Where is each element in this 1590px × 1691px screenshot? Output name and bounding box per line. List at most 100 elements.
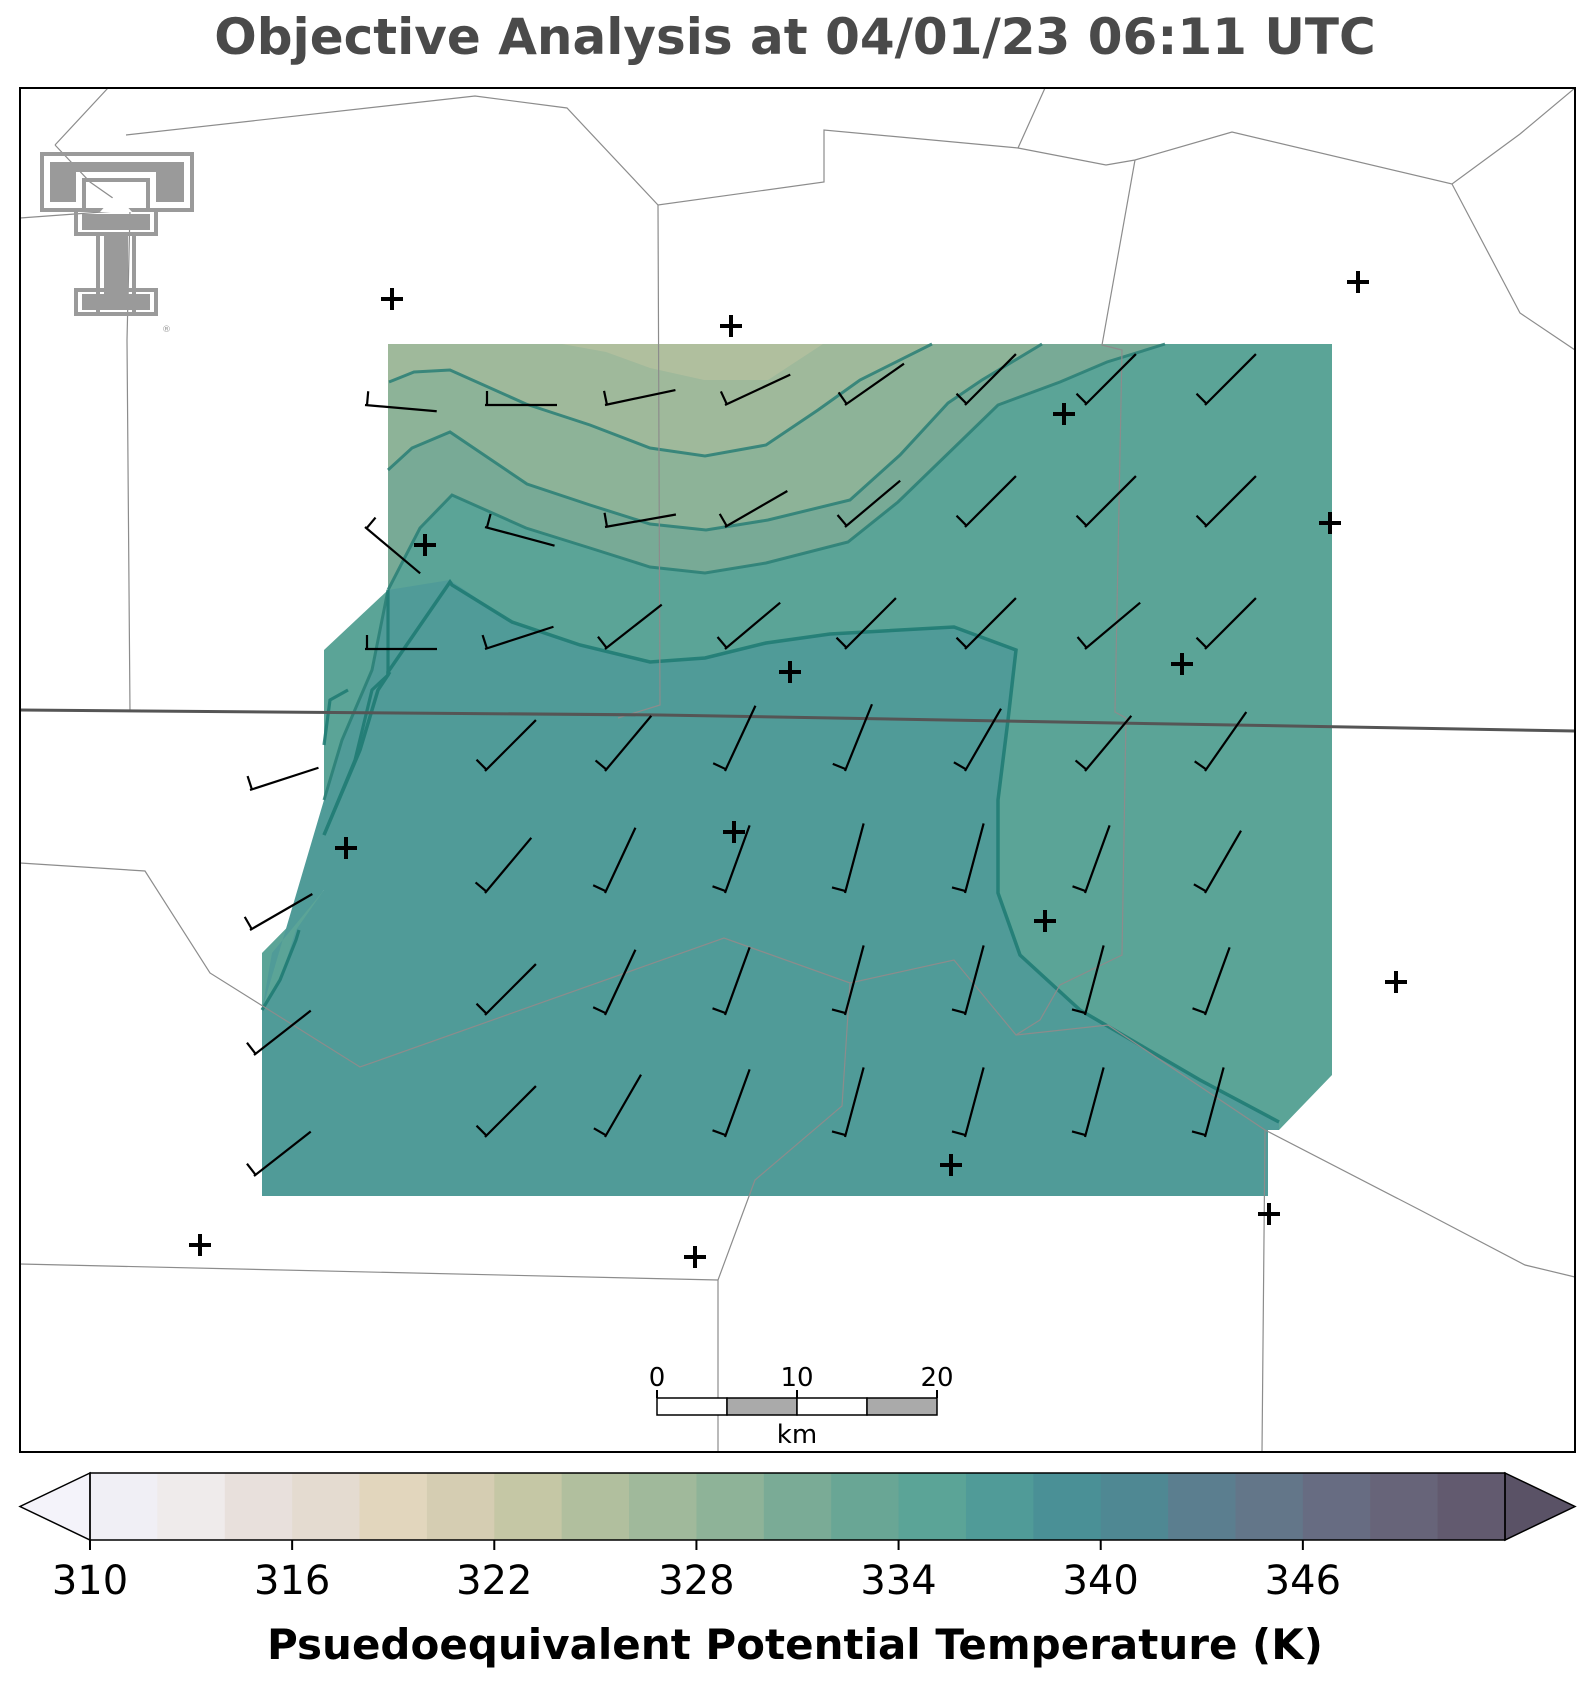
colorbar-tick-label: 310 [52, 1558, 128, 1604]
wind-barb [243, 893, 313, 931]
colorbar: 310 316 322 328 334 340 346 [18, 1471, 1577, 1604]
wind-barb [1075, 475, 1137, 528]
wind-barb [246, 1130, 312, 1177]
scale-bar: 0 10 20 km [649, 1363, 954, 1450]
wind-barb [1195, 597, 1257, 650]
station-marker [1319, 512, 1341, 534]
station-marker [720, 315, 742, 337]
wind-barb [475, 963, 537, 1016]
band-322-324 [388, 344, 932, 456]
station-marker [189, 1234, 211, 1256]
colorbar-bin [831, 1473, 900, 1540]
colorbar-bin [292, 1473, 361, 1540]
colorbar-bin [224, 1473, 293, 1540]
colorbar-bin [1370, 1473, 1439, 1540]
colorbar-bin [629, 1473, 697, 1540]
contour-line [386, 342, 1166, 591]
colorbar-bin [561, 1473, 630, 1540]
colorbar-tick-label: 340 [1063, 1558, 1139, 1604]
contour-line [388, 342, 933, 458]
wind-barb [955, 597, 1017, 650]
wind-barb [1194, 711, 1248, 772]
colorbar-bin [898, 1473, 967, 1540]
scale-bar-seg [866, 1397, 938, 1416]
station-marker [381, 288, 403, 310]
map-title: Objective Analysis at 04/01/23 06:11 UTC [214, 8, 1376, 66]
wind-barb [594, 715, 653, 772]
scale-bar-unit: km [777, 1420, 817, 1450]
wind-barb [593, 1074, 642, 1138]
colorbar-bin [494, 1473, 563, 1540]
wind-barb [475, 1085, 537, 1138]
wind-barb [485, 391, 557, 407]
colorbar-bin [696, 1473, 765, 1540]
wind-barbs [243, 353, 1257, 1177]
wind-barb [955, 475, 1017, 528]
station-marker [414, 534, 436, 556]
wind-barb [246, 766, 319, 792]
station-marker [1053, 403, 1075, 425]
wind-barb [953, 708, 1002, 772]
wind-barb [481, 625, 554, 651]
colorbar-bin [763, 1473, 832, 1540]
state-border [20, 708, 1575, 733]
wind-barb [597, 603, 663, 650]
wind-barb [364, 516, 421, 575]
wind-barb [831, 823, 865, 894]
scale-bar-label-0: 0 [649, 1363, 666, 1393]
colorbar-bin [965, 1473, 1034, 1540]
station-marker [1258, 1203, 1280, 1225]
colorbar-bin [1235, 1473, 1304, 1540]
wind-barb [603, 512, 677, 529]
wind-barb [246, 1009, 312, 1056]
wind-barb [592, 949, 637, 1016]
wind-barb [718, 490, 788, 528]
station-marker [1171, 653, 1193, 675]
colorbar-bin [426, 1473, 495, 1540]
wind-barb [836, 479, 901, 528]
station-marker [1347, 271, 1369, 293]
scale-bar-seg [656, 1397, 728, 1416]
wind-barb [1075, 353, 1137, 406]
colorbar-tick-label: 322 [456, 1558, 532, 1604]
wind-barb [719, 373, 791, 406]
wind-barb [365, 635, 437, 651]
wind-barb [831, 1067, 865, 1138]
station-marker [723, 821, 745, 843]
station-marker [684, 1246, 706, 1268]
colorbar-under-triangle [18, 1471, 91, 1542]
wind-barb [364, 391, 437, 413]
wind-barb [835, 597, 897, 650]
colorbar-bin [1437, 1473, 1506, 1540]
band-320-322 [562, 344, 823, 380]
wind-barb [475, 719, 537, 772]
station-marker [940, 1154, 962, 1176]
wind-barb [837, 362, 905, 406]
colorbar-tick-label: 328 [658, 1558, 734, 1604]
wind-barb [1191, 1067, 1225, 1138]
wind-barb [1195, 353, 1257, 406]
wind-barb [712, 1068, 751, 1138]
wind-barb [951, 945, 985, 1016]
colorbar-bin [1168, 1473, 1236, 1540]
wind-barb [1071, 1067, 1105, 1138]
contour-line [322, 578, 1280, 1124]
wind-barb [716, 601, 781, 650]
wind-barb [1195, 475, 1257, 528]
texas-tech-logo: ® [40, 152, 194, 335]
wind-barb [832, 703, 873, 772]
scale-bar-label-10: 10 [780, 1363, 813, 1393]
colorbar-bin [1302, 1473, 1371, 1540]
colorbar-bin [359, 1473, 428, 1540]
colorbar-bin [157, 1473, 226, 1540]
wind-barb [1074, 715, 1133, 772]
scale-bar-label-20: 20 [920, 1363, 953, 1393]
contours [260, 342, 1280, 1124]
station-marker [1034, 910, 1056, 932]
wind-barb [955, 353, 1017, 406]
svg-text:®: ® [162, 325, 171, 335]
station-marker [1385, 971, 1407, 993]
wind-barb [1071, 945, 1105, 1016]
map-content [20, 88, 1575, 1452]
